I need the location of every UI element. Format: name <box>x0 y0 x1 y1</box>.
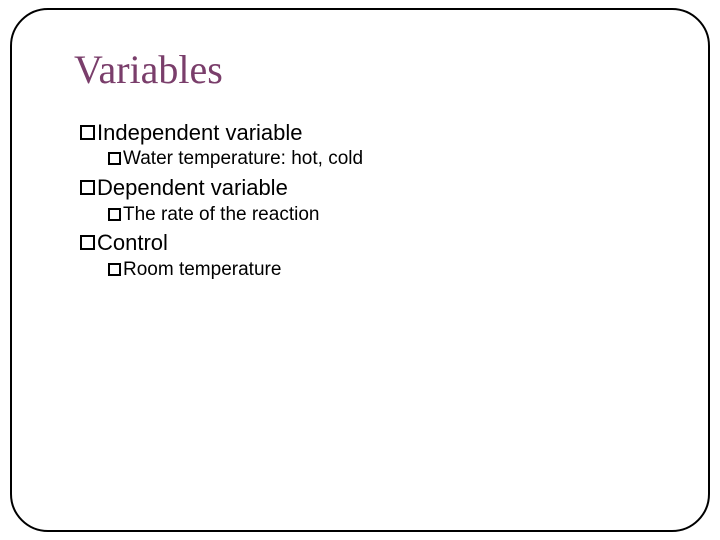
slide-title: Variables <box>74 46 223 93</box>
square-bullet-icon <box>108 208 121 221</box>
list-item-label: Dependent variable <box>97 175 288 201</box>
list-item-label: Water temperature: hot, cold <box>123 148 363 171</box>
square-bullet-icon <box>80 125 95 140</box>
list-item: Control <box>80 230 363 256</box>
list-item: Dependent variable <box>80 175 363 201</box>
list-item-label: Room temperature <box>123 259 281 282</box>
square-bullet-icon <box>108 263 121 276</box>
square-bullet-icon <box>108 152 121 165</box>
list-item: Independent variable <box>80 120 363 146</box>
list-item: Water temperature: hot, cold <box>108 148 363 171</box>
list-item-label: Independent variable <box>97 120 303 146</box>
list-item-label: Control <box>97 230 168 256</box>
square-bullet-icon <box>80 180 95 195</box>
bullet-list: Independent variable Water temperature: … <box>80 116 363 286</box>
square-bullet-icon <box>80 235 95 250</box>
slide-frame: Variables Independent variable Water tem… <box>10 8 710 532</box>
list-item: The rate of the reaction <box>108 204 363 227</box>
list-item-label: The rate of the reaction <box>123 204 319 227</box>
list-item: Room temperature <box>108 259 363 282</box>
